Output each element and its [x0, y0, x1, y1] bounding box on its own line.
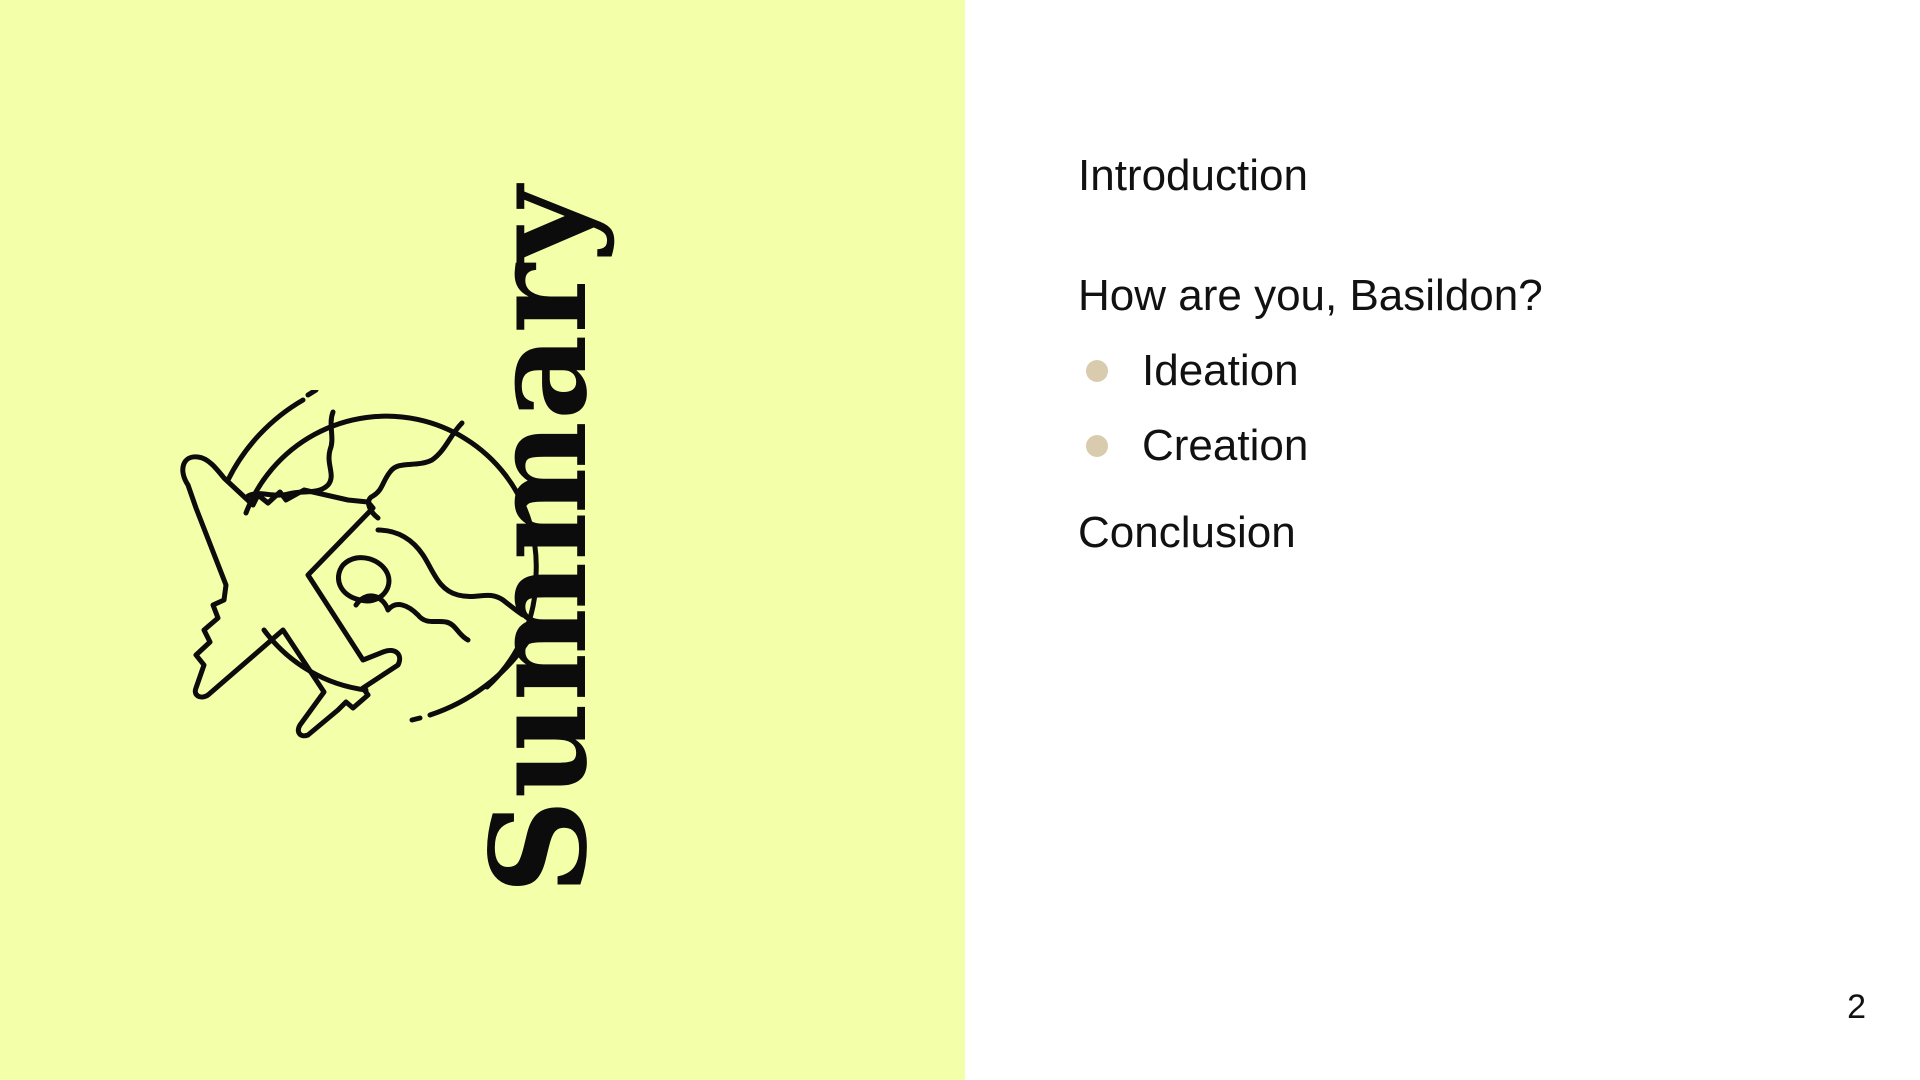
bullet-dot-icon — [1086, 435, 1108, 458]
list-item: Creation — [1078, 420, 1858, 473]
bullet-dot-icon — [1086, 360, 1108, 383]
page-number: 2 — [1847, 988, 1866, 1026]
bullet-label-creation: Creation — [1142, 420, 1309, 470]
bullet-label-ideation: Ideation — [1142, 345, 1299, 395]
agenda-bullet-list: Ideation Creation — [1078, 345, 1858, 473]
agenda: Introduction How are you, Basildon? Idea… — [1078, 150, 1858, 559]
list-item: Ideation — [1078, 345, 1858, 398]
agenda-heading-introduction: Introduction — [1078, 151, 1308, 200]
left-panel: Summary — [0, 0, 965, 1080]
agenda-heading-basildon: How are you, Basildon? — [1078, 270, 1543, 320]
globe-airplane-icon — [180, 390, 539, 739]
slide-title: Summary — [462, 185, 617, 895]
agenda-heading-conclusion: Conclusion — [1078, 507, 1296, 557]
